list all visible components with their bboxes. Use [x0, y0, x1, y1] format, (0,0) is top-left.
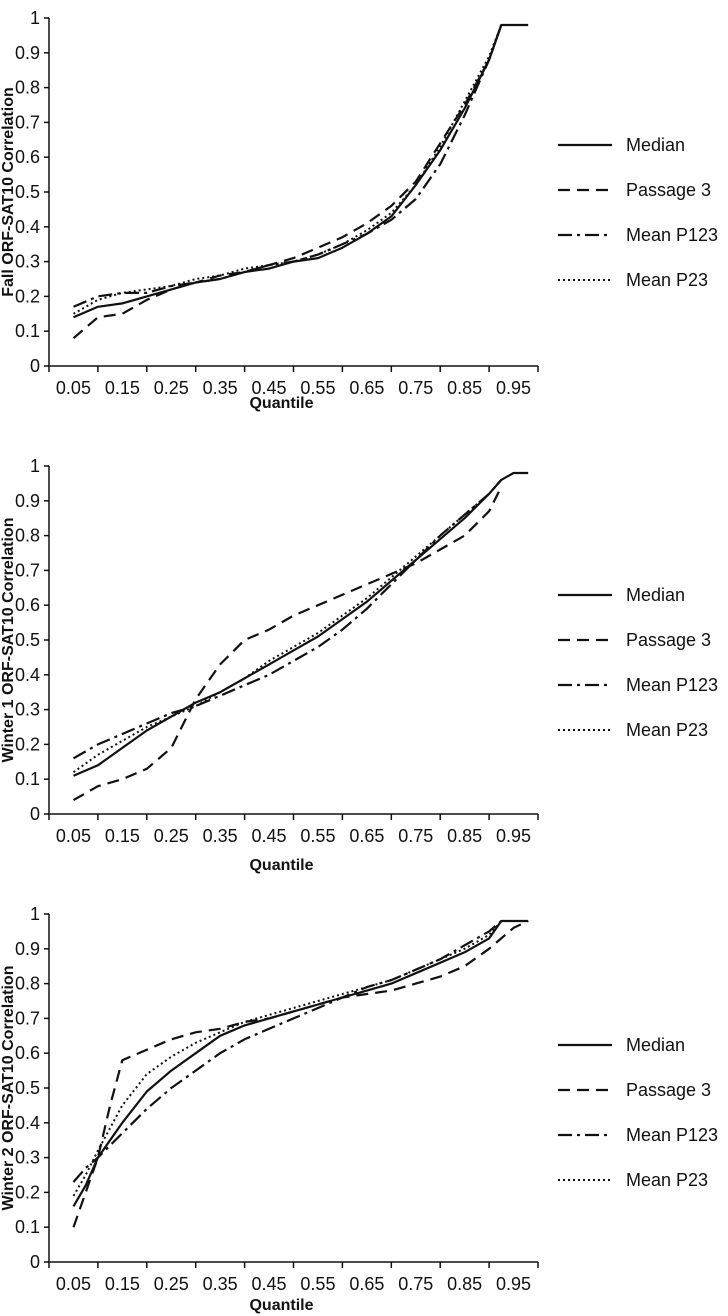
y-tick-label: 0.3: [15, 252, 40, 272]
legend-label: Passage 3: [626, 630, 711, 650]
x-tick-label: 0.85: [447, 826, 482, 846]
series-line-median: [72, 919, 529, 1207]
y-tick-label: 0: [30, 1252, 40, 1272]
y-tick-label: 0: [30, 804, 40, 824]
y-tick-label: 0.4: [15, 217, 40, 237]
series-line-passage-3: [72, 24, 503, 340]
y-tick-label: 0.2: [15, 1182, 40, 1202]
legend-label: Mean P123: [626, 225, 718, 245]
y-tick-label: 0.6: [15, 1043, 40, 1063]
y-axis-title: Winter 1 ORF-SAT10 Correlation: [0, 518, 17, 763]
y-tick-label: 0.9: [15, 939, 40, 959]
y-tick-label: 1: [30, 8, 40, 28]
chart-winter-2: 0 0.1 0.2 0.3 0.4 0.5 0.6 0.7 0.8 0.9 1 0.05 0.15 0.2…: [0, 904, 718, 1314]
x-tick-label: 0.35: [203, 826, 238, 846]
legend-label: Median: [626, 1035, 685, 1055]
y-tick-label: 0.1: [15, 321, 40, 341]
legend-label: Mean P123: [626, 1125, 718, 1145]
x-tick-label: 0.45: [252, 1274, 287, 1294]
series-line-passage-3: [72, 920, 529, 1228]
y-tick-label: 0: [30, 356, 40, 376]
x-tick-label: 0.15: [105, 1274, 140, 1294]
x-tick-label: 0.25: [154, 1274, 189, 1294]
x-tick-label: 0.95: [496, 1274, 531, 1294]
series-line-mean-p123: [72, 479, 503, 760]
y-tick-label: 0.1: [15, 1217, 40, 1237]
y-tick-label: 0.1: [15, 769, 40, 789]
y-tick-label: 0.5: [15, 630, 40, 650]
legend-label: Passage 3: [626, 1080, 711, 1100]
series-line-mean-p23: [73, 24, 503, 315]
chart-fall: 0 0.1 0.2 0.3 0.4 0.5 0.6 0.7 0.8 0.9 1 0.05 0.15 0.2…: [0, 8, 718, 412]
y-tick-label: 0.9: [15, 43, 40, 63]
x-tick-label: 0.85: [447, 378, 482, 398]
y-tick-label: 0.8: [15, 78, 40, 98]
legend-label: Mean P23: [626, 720, 708, 740]
legend-label: Mean P23: [626, 1170, 708, 1190]
y-tick-label: 0.6: [15, 147, 40, 167]
chart-winter-1: 0 0.1 0.2 0.3 0.4 0.5 0.6 0.7 0.8 0.9 1 0.05 0.15 0.2…: [0, 456, 718, 874]
y-tick-label: 0.9: [15, 491, 40, 511]
x-tick-label: 0.95: [496, 826, 531, 846]
x-tick-label: 0.15: [105, 378, 140, 398]
legend-label: Mean P123: [626, 675, 718, 695]
x-tick-label: 0.05: [56, 378, 91, 398]
x-tick-label: 0.65: [349, 826, 384, 846]
y-tick-label: 1: [30, 456, 40, 476]
series-line-mean-p23: [72, 479, 503, 774]
x-tick-label: 0.75: [398, 826, 433, 846]
series-line-median: [73, 23, 529, 319]
x-tick-label: 0.55: [300, 378, 335, 398]
legend-label: Median: [626, 135, 685, 155]
x-tick-label: 0.45: [252, 826, 287, 846]
x-tick-label: 0.05: [56, 1274, 91, 1294]
x-tick-label: 0.25: [154, 826, 189, 846]
y-tick-label: 0.8: [15, 974, 40, 994]
series-line-mean-p23: [72, 920, 503, 1197]
y-axis-title: Winter 2 ORF-SAT10 Correlation: [0, 966, 17, 1211]
y-axis-title: Fall ORF-SAT10 Correlation: [0, 87, 17, 297]
x-tick-label: 0.85: [447, 1274, 482, 1294]
x-tick-label: 0.05: [56, 826, 91, 846]
x-axis-title: Quantile: [249, 857, 313, 874]
y-tick-label: 0.4: [15, 665, 40, 685]
x-tick-label: 0.75: [398, 378, 433, 398]
x-tick-label: 0.35: [203, 1274, 238, 1294]
x-tick-label: 0.55: [300, 826, 335, 846]
series-line-mean-p123: [72, 920, 503, 1183]
x-tick-label: 0.95: [496, 378, 531, 398]
x-tick-label: 0.35: [203, 378, 238, 398]
y-tick-label: 0.5: [15, 182, 40, 202]
x-tick-label: 0.45: [252, 378, 287, 398]
x-tick-label: 0.55: [300, 1274, 335, 1294]
x-tick-label: 0.65: [349, 378, 384, 398]
x-axis-title: Quantile: [249, 1297, 313, 1314]
y-tick-label: 0.3: [15, 700, 40, 720]
y-tick-label: 0.8: [15, 526, 40, 546]
x-tick-label: 0.25: [154, 378, 189, 398]
series-line-passage-3: [72, 486, 503, 802]
y-tick-label: 0.5: [15, 1078, 40, 1098]
y-tick-label: 0.6: [15, 595, 40, 615]
y-tick-label: 0.7: [15, 1008, 40, 1028]
series-line-mean-p123: [73, 24, 503, 308]
legend-label: Median: [626, 585, 685, 605]
x-tick-label: 0.15: [105, 826, 140, 846]
x-tick-label: 0.75: [398, 1274, 433, 1294]
x-tick-label: 0.65: [349, 1274, 384, 1294]
y-tick-label: 0.7: [15, 560, 40, 580]
x-axis-title: Quantile: [249, 395, 313, 412]
y-tick-label: 0.2: [15, 286, 40, 306]
y-tick-label: 0.4: [15, 1113, 40, 1133]
y-tick-label: 1: [30, 904, 40, 924]
y-tick-label: 0.7: [15, 112, 40, 132]
y-tick-label: 0.3: [15, 1148, 40, 1168]
legend-label: Mean P23: [626, 270, 708, 290]
legend-label: Passage 3: [626, 180, 711, 200]
y-tick-label: 0.2: [15, 734, 40, 754]
